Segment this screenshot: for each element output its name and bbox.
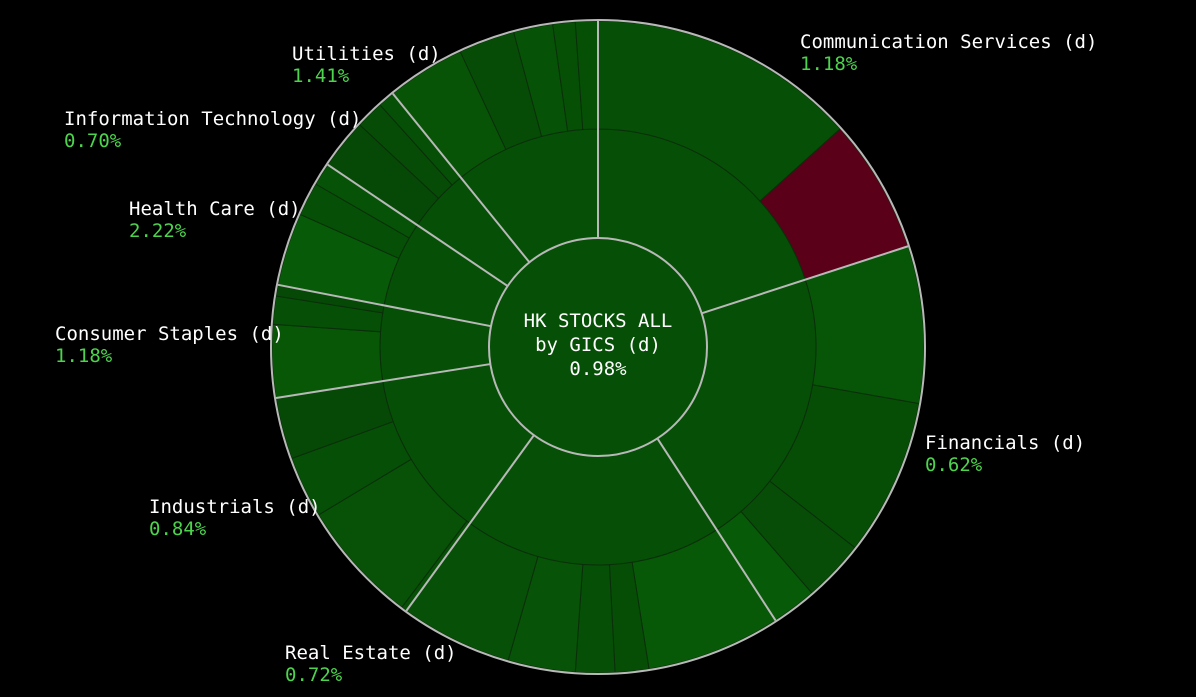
stock-ring <box>271 20 925 674</box>
sector-value-health-care: 2.22% <box>129 220 187 242</box>
sector-label-financials: Financials (d) <box>925 432 1085 454</box>
sector-value-financials: 0.62% <box>925 454 983 476</box>
sector-value-consumer-staples: 1.18% <box>55 345 113 367</box>
center-title: HK STOCKS ALL <box>524 310 673 332</box>
sector-label-consumer-staples: Consumer Staples (d) <box>55 323 284 345</box>
sector-divider <box>275 363 491 399</box>
sector-label-communication-services: Communication Services (d) <box>800 31 1097 53</box>
sector-divider <box>701 245 909 315</box>
sector-ring <box>379 128 817 566</box>
sector-divider <box>277 283 492 328</box>
sector-value-utilities: 1.41% <box>292 65 350 87</box>
sector-label-utilities: Utilities (d) <box>292 43 441 65</box>
sector-dividers <box>275 21 909 621</box>
sector-divider <box>656 437 777 621</box>
sector-label-information-technology: Information Technology (d) <box>64 108 361 130</box>
sector-label-industrials: Industrials (d) <box>149 496 321 518</box>
sector-divider <box>405 434 535 612</box>
sector-value-real-estate: 0.72% <box>285 664 343 686</box>
center-subtitle: by GICS (d) <box>535 334 661 356</box>
sector-value-information-technology: 0.70% <box>64 130 122 152</box>
center-circle[interactable] <box>488 237 708 457</box>
sector-label-real-estate: Real Estate (d) <box>285 642 457 664</box>
sector-divider <box>327 163 509 287</box>
center-value: 0.98% <box>569 358 627 380</box>
sector-label-health-care: Health Care (d) <box>129 198 301 220</box>
sector-labels: Communication Services (d)1.18%Financial… <box>55 31 1097 686</box>
sector-divider <box>392 93 531 263</box>
sector-value-industrials: 0.84% <box>149 518 207 540</box>
sector-value-communication-services: 1.18% <box>800 53 858 75</box>
outer-border <box>270 19 926 675</box>
